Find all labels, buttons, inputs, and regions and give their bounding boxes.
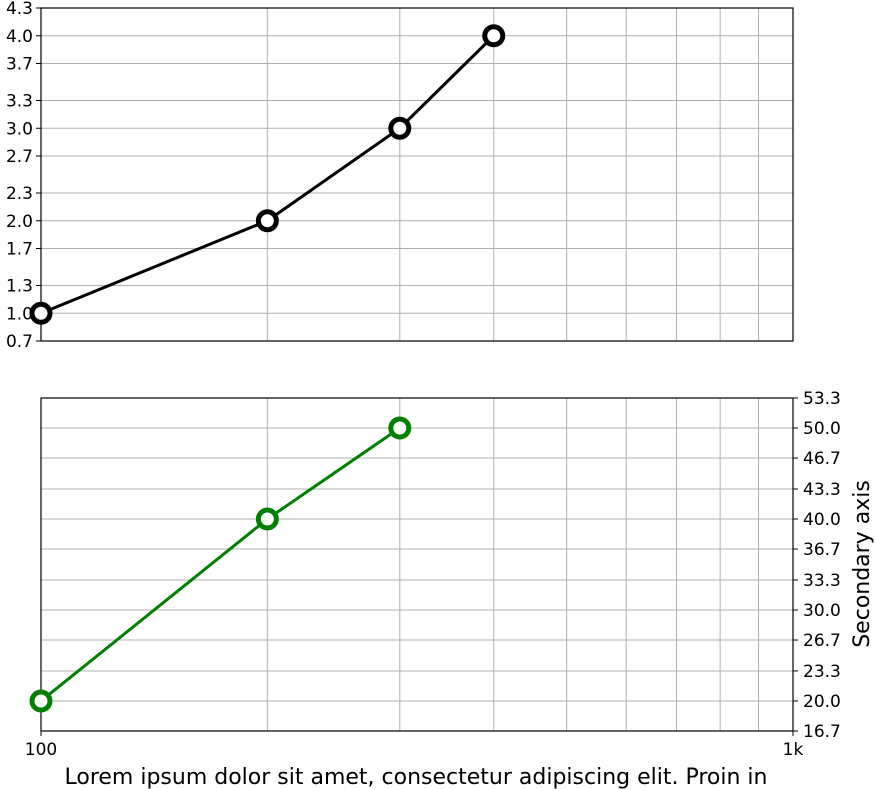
data-point	[29, 301, 53, 325]
y-tick-label: 40.0	[803, 510, 841, 530]
x-tick-label: 100	[25, 740, 57, 760]
y-tick-label: 3.3	[6, 92, 33, 112]
axes-frame	[40, 397, 794, 732]
y-tick-label: 30.0	[803, 601, 841, 621]
y-tick-label: 36.7	[803, 540, 841, 560]
secondary-y-axis-label: Secondary axis	[850, 480, 875, 648]
y-tick-label: 1.7	[6, 240, 33, 260]
y-tick-label: 0.7	[6, 332, 33, 352]
y-tick-label: 2.3	[6, 184, 33, 204]
y-tick-label: 3.0	[6, 119, 33, 139]
y-tick-label: 23.3	[803, 662, 841, 682]
y-tick-label: 16.7	[803, 722, 841, 742]
series-line	[40, 426, 401, 703]
data-point	[388, 116, 412, 140]
y-tick-label: 43.3	[803, 480, 841, 500]
series-line	[40, 34, 495, 315]
y-tick-label: 1.0	[6, 304, 33, 324]
y-tick-label: 4.3	[6, 0, 33, 19]
y-tick-label: 53.3	[803, 389, 841, 409]
y-tick-label: 3.7	[6, 55, 33, 75]
y-tick-label: 46.7	[803, 449, 841, 469]
data-point	[255, 507, 279, 531]
data-point	[482, 24, 506, 48]
y-tick-label: 33.3	[803, 571, 841, 591]
y-tick-label: 2.0	[6, 212, 33, 232]
y-tick-label: 50.0	[803, 419, 841, 439]
top-plot: 0.7 1.0 1.3 1.7 2.0 2.3 2.7 3.0 3.3 3.7 4.0 4.3	[6, 0, 794, 352]
bottom-plot: 16.7 20.0 23.3 26.7 30.0 33.3 36.7 40.0 43.3 46.7…	[25, 389, 841, 760]
y-tick-label: 4.0	[6, 27, 33, 47]
axes-frame	[40, 7, 794, 342]
y-tick-label: 26.7	[803, 631, 841, 651]
y-tick-label: 1.3	[6, 277, 33, 297]
data-point	[388, 416, 412, 440]
y-tick-label: 20.0	[803, 692, 841, 712]
data-point	[255, 209, 279, 233]
y-tick-label: 2.7	[6, 147, 33, 167]
data-point	[29, 689, 53, 713]
x-tick-label: 1k	[783, 740, 804, 760]
figure-caption: Lorem ipsum dolor sit amet, consectetur …	[65, 765, 768, 789]
